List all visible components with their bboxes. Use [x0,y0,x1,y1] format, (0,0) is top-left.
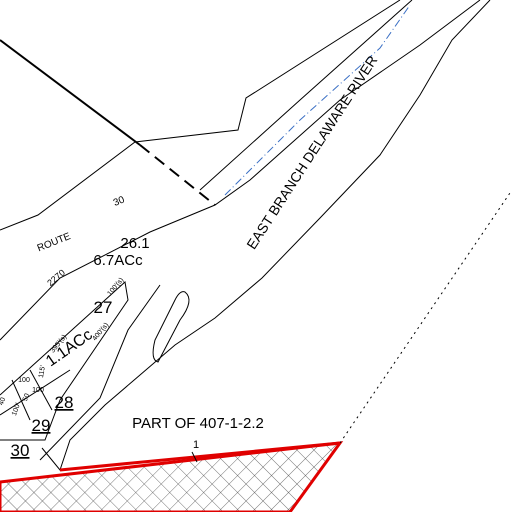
parcel [0,281,129,441]
parcel-hatch [0,441,344,512]
dimension: 2270 [45,267,67,288]
dimension: 100' [11,402,22,417]
parcel-number: 29 [32,416,51,435]
tick [191,451,198,463]
parcel-number: 30 [11,441,30,460]
road-label: 30 [112,194,127,209]
river-bank-left [0,0,481,341]
dimension: 100'(s) [106,277,125,298]
parcel-number: 26.1 [120,235,149,252]
shore [39,284,161,461]
acreage: 6.7ACc [93,252,143,269]
parcel-line [11,379,31,421]
dimension: 100 [32,387,44,394]
parcel-number: 28 [55,393,74,412]
parcel-line [29,369,53,411]
river-bank-right [41,0,491,472]
dimension: 115' [38,365,47,379]
island [152,291,190,363]
parcel-label: PART OF 407-1-2.2 [132,415,264,432]
dimension: 100 [18,377,30,384]
dimension: 40 [0,397,7,407]
dimension: 50 [22,393,31,403]
river-label: EAST BRANCH DELAWARE RIVER [243,53,380,252]
boundary [0,39,141,146]
boundary-dashed [139,144,216,206]
dotted-line [339,189,512,444]
centerline [224,4,411,196]
parcel-number: 27 [94,298,113,317]
parcel-line [0,369,71,416]
parcel-edge [59,441,341,472]
road-edge [199,0,413,191]
segment-number: 1 [193,439,199,451]
road-edge [0,0,401,231]
road-label: ROUTE [36,231,73,254]
